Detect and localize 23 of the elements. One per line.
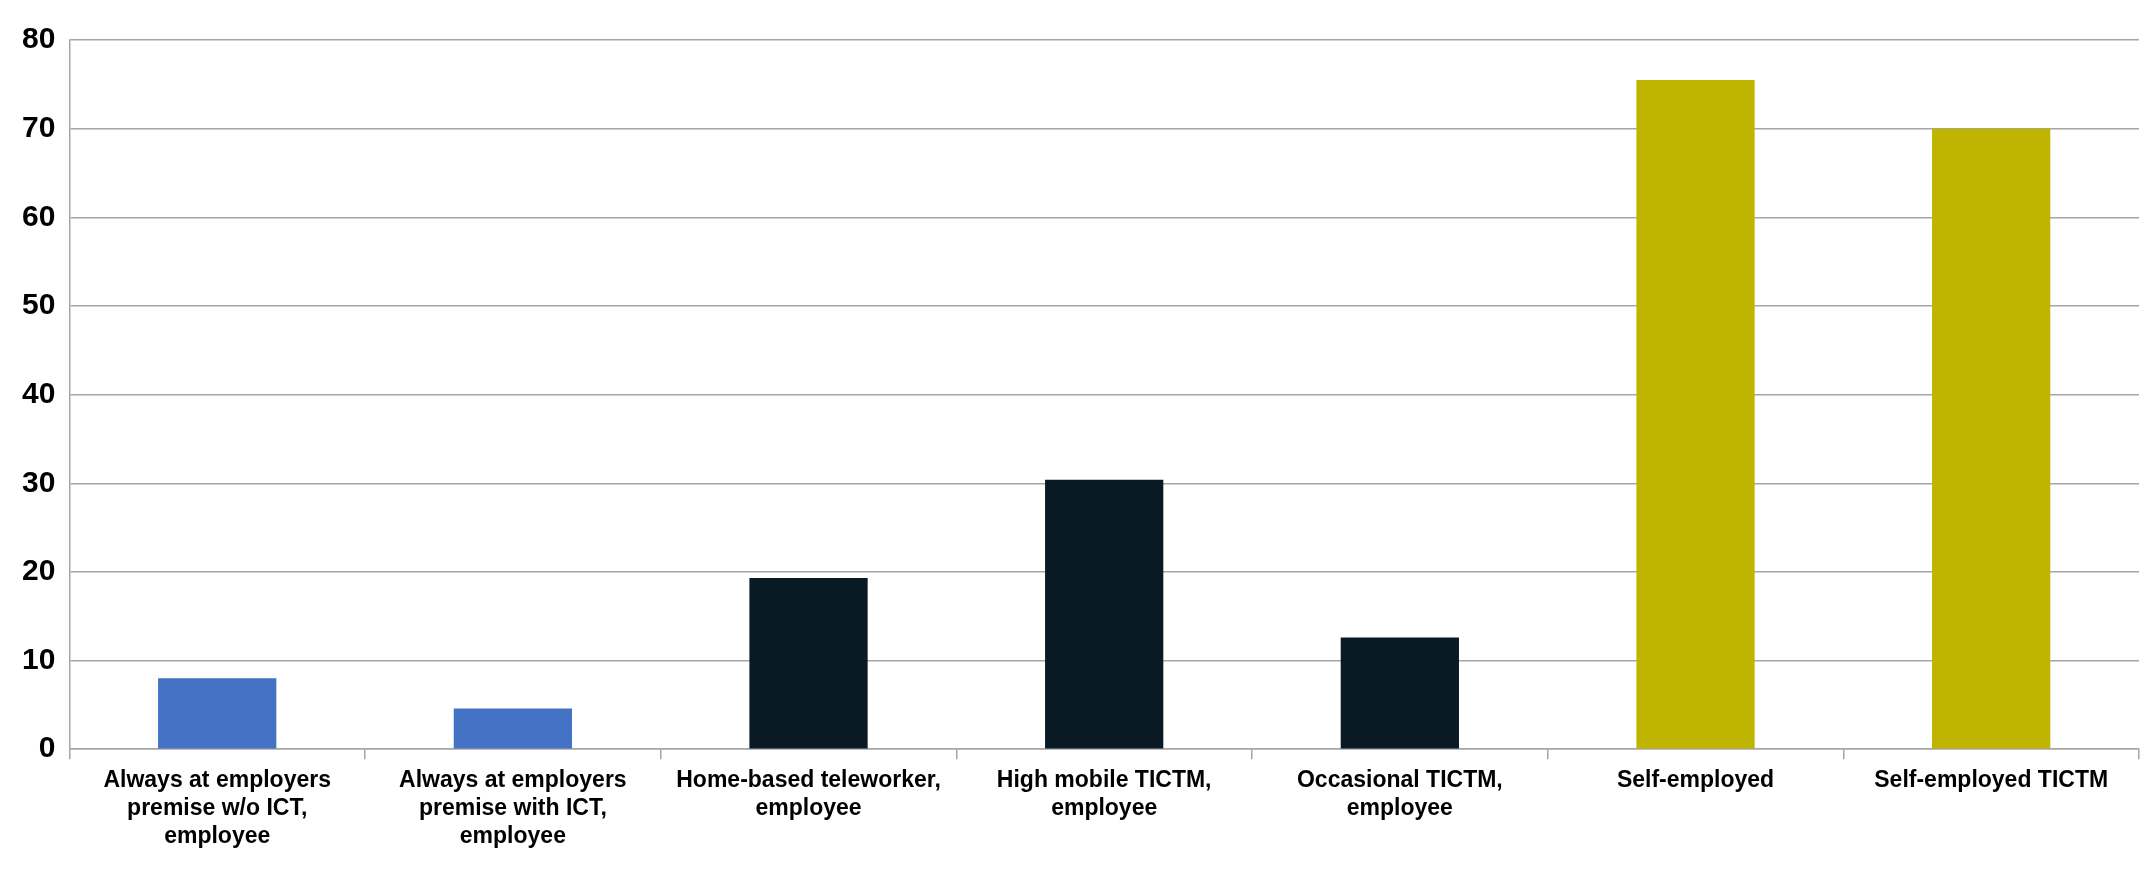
x-tick-label: Occasional TICTM, employee xyxy=(1296,766,1503,820)
y-tick-label: 80 xyxy=(21,21,56,55)
x-tick-label: Home-based teleworker, employee xyxy=(676,766,941,820)
y-tick-label: 40 xyxy=(21,375,56,409)
x-tick-label: Self-employed TICTM xyxy=(1874,766,2109,793)
bar xyxy=(749,578,868,749)
x-tick-label: Always at employers premise w/o ICT, employee xyxy=(103,766,331,848)
bar xyxy=(1932,128,2051,749)
x-tick-label: Self-employed xyxy=(1616,766,1775,793)
bar xyxy=(1636,79,1755,749)
bar xyxy=(1045,479,1164,749)
y-tick-label: 20 xyxy=(21,553,56,587)
y-tick-label: 30 xyxy=(21,464,56,498)
bar xyxy=(453,708,572,749)
y-tick-label: 0 xyxy=(38,730,56,764)
y-tick-label: 60 xyxy=(21,198,56,232)
bar xyxy=(158,678,277,749)
x-tick-label: Always at employers premise with ICT, employee xyxy=(399,766,627,848)
x-tick-label: High mobile TICTM, employee xyxy=(996,766,1212,820)
y-tick-label: 70 xyxy=(21,109,56,143)
y-tick-label: 50 xyxy=(21,287,56,321)
bar xyxy=(1340,637,1459,749)
y-tick-label: 10 xyxy=(21,641,56,675)
